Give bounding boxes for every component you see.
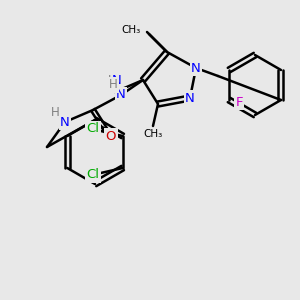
Text: F: F [235, 95, 243, 109]
Text: H: H [109, 79, 117, 92]
Text: H: H [51, 106, 59, 118]
Text: O: O [106, 130, 116, 142]
Text: H: H [108, 74, 117, 86]
Text: Cl: Cl [86, 169, 99, 182]
Text: N: N [185, 92, 195, 104]
Text: CH₃: CH₃ [143, 129, 163, 139]
Text: N: N [112, 74, 122, 86]
Text: N: N [191, 61, 201, 74]
Text: Cl: Cl [86, 122, 99, 136]
Text: N: N [116, 88, 126, 101]
Text: N: N [60, 116, 70, 128]
Text: CH₃: CH₃ [122, 25, 141, 35]
